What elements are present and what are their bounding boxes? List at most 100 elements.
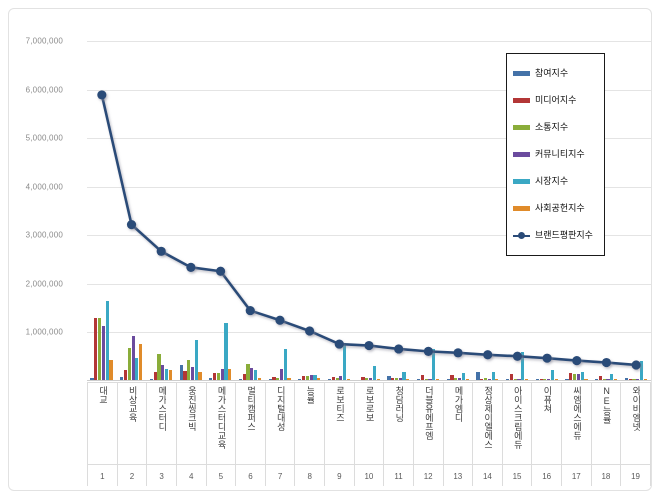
bar [139, 344, 143, 381]
bar [242, 373, 246, 381]
bar [580, 371, 584, 381]
x-axis-cell: 멀티캠퍼스 6 [235, 382, 265, 486]
bar [198, 371, 202, 381]
legend-color-swatch-icon [513, 206, 530, 211]
legend-item[interactable]: 브랜드평판지수 [513, 222, 599, 249]
bar [598, 375, 603, 381]
x-axis-baseline [87, 380, 651, 381]
x-axis-rank-label: 2 [129, 472, 135, 481]
bar [402, 372, 406, 381]
x-axis-category-label: 능률 [305, 386, 315, 404]
bar [454, 378, 458, 381]
x-axis-category-label: 로보티즈 [335, 386, 345, 422]
y-axis-tick-label: 5,000,000 [25, 133, 63, 143]
bar [179, 364, 183, 381]
bar [446, 378, 450, 381]
bar [576, 373, 580, 381]
bar [246, 364, 250, 381]
x-axis-bottom-rule [87, 464, 651, 465]
bar [639, 361, 644, 381]
bar [432, 348, 436, 381]
x-axis-category-label: 비상교육 [127, 386, 137, 422]
bar [428, 378, 432, 381]
x-axis-cell: 능률 8 [294, 382, 324, 486]
bar [224, 323, 228, 381]
bar [161, 365, 165, 381]
bar-group [206, 41, 236, 381]
legend-color-swatch-icon [513, 125, 530, 130]
x-axis-cell: 씨엠에스에듀 17 [561, 382, 591, 486]
bar [509, 374, 514, 381]
bar [123, 369, 128, 381]
bar [483, 378, 488, 381]
legend-item-label: 시장지수 [535, 176, 569, 186]
bar-group [146, 41, 176, 381]
legend-item[interactable]: 사회공헌지수 [513, 195, 599, 222]
bar [487, 378, 491, 381]
x-axis-category-table: 대교 1 비상교육 2 메가스터디 3 웅진씽크빅 4 메가스터디교육 5 멀티캠퍼스 6 디지털대성 7… [87, 382, 651, 486]
x-axis-rank-label: 15 [512, 472, 522, 481]
legend-item[interactable]: 소통지수 [513, 114, 599, 141]
bar [317, 378, 321, 381]
bar [331, 376, 335, 381]
bar-group [265, 41, 295, 381]
bar [461, 373, 465, 381]
bar [209, 378, 213, 381]
x-axis-rank-label: 17 [571, 472, 581, 481]
bar [398, 378, 402, 381]
bar [565, 378, 569, 381]
x-axis-category-label: 와이비엠넷 [631, 386, 641, 431]
bar [157, 353, 161, 381]
x-axis-cell: 비상교육 2 [116, 382, 147, 486]
bar [190, 366, 195, 381]
bar [476, 371, 480, 381]
bar [279, 369, 284, 381]
x-axis-rank-label: 4 [188, 472, 194, 481]
x-axis-cell: 더블유에프엠 12 [412, 382, 443, 486]
bar [376, 378, 380, 381]
x-axis-cell: 대교 1 [87, 382, 117, 486]
legend-color-swatch-icon [513, 71, 530, 76]
x-axis-rank-label: 5 [218, 472, 224, 481]
bar [105, 301, 109, 381]
bar [394, 378, 399, 381]
chart-card: 7,000,000 6,000,000 5,000,000 4,000,000 3,00… [8, 8, 652, 491]
bar [420, 374, 424, 381]
bar [272, 377, 276, 381]
x-axis-category-label: 정상제이엘에스 [483, 386, 493, 449]
x-axis-cell: 메가엠디 13 [442, 382, 473, 486]
x-axis-rank-label: 19 [631, 472, 641, 481]
bar [187, 360, 191, 381]
legend-color-swatch-icon [513, 152, 530, 157]
legend-item-label: 소통지수 [535, 122, 569, 132]
bar [302, 376, 306, 381]
y-axis-tick-label: 2,000,000 [25, 279, 63, 289]
bar [543, 378, 547, 381]
x-axis-category-label: 웅진씽크빅 [186, 386, 196, 431]
legend-item[interactable]: 커뮤니티지수 [513, 141, 599, 168]
legend-item[interactable]: 참여지수 [513, 60, 599, 87]
bar [183, 371, 187, 381]
bar [194, 339, 198, 381]
bar [149, 378, 154, 381]
legend-item[interactable]: 미디어지수 [513, 87, 599, 114]
legend-item[interactable]: 시장지수 [513, 168, 599, 195]
legend-item-label: 사회공헌지수 [535, 203, 585, 213]
bar [101, 326, 106, 381]
x-axis-rank-label: 11 [394, 472, 403, 481]
x-axis-category-label: 청담러닝 [394, 386, 404, 422]
x-axis-cell: 디지털대성 7 [264, 382, 295, 486]
x-axis-cell: 정상제이엘에스 14 [472, 382, 502, 486]
x-axis-rank-label: 7 [277, 472, 283, 481]
legend-line-marker-icon [513, 231, 530, 240]
x-axis-rank-label: 14 [482, 472, 492, 481]
bar [228, 368, 232, 381]
x-axis-cell: 아이스크림에듀 15 [501, 382, 532, 486]
bar [465, 378, 469, 381]
x-axis-category-label: 대교 [98, 386, 108, 404]
bar [98, 317, 102, 381]
bar [480, 378, 484, 381]
x-axis-category-label: 로보로보 [364, 386, 374, 422]
bar [569, 372, 573, 381]
